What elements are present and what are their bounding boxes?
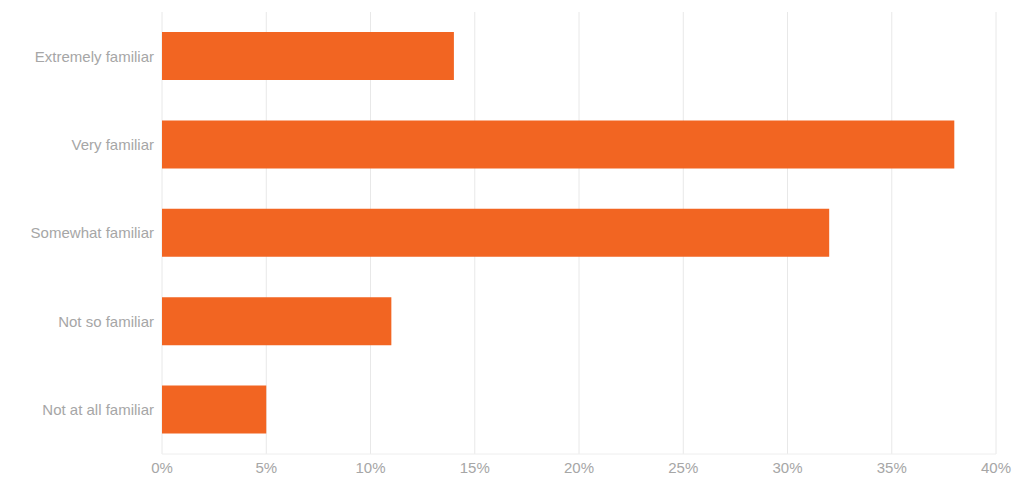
svg-text:Not so familiar: Not so familiar <box>58 313 154 330</box>
svg-text:20%: 20% <box>564 459 594 476</box>
svg-text:35%: 35% <box>877 459 907 476</box>
svg-text:5%: 5% <box>255 459 277 476</box>
svg-text:40%: 40% <box>981 459 1011 476</box>
svg-text:30%: 30% <box>772 459 802 476</box>
svg-text:15%: 15% <box>460 459 490 476</box>
svg-text:10%: 10% <box>355 459 385 476</box>
svg-text:0%: 0% <box>151 459 173 476</box>
svg-text:Extremely familiar: Extremely familiar <box>35 48 154 65</box>
svg-text:Very familiar: Very familiar <box>71 136 154 153</box>
svg-text:Not at all familiar: Not at all familiar <box>42 401 154 418</box>
svg-text:Somewhat familiar: Somewhat familiar <box>31 224 154 241</box>
svg-text:25%: 25% <box>668 459 698 476</box>
